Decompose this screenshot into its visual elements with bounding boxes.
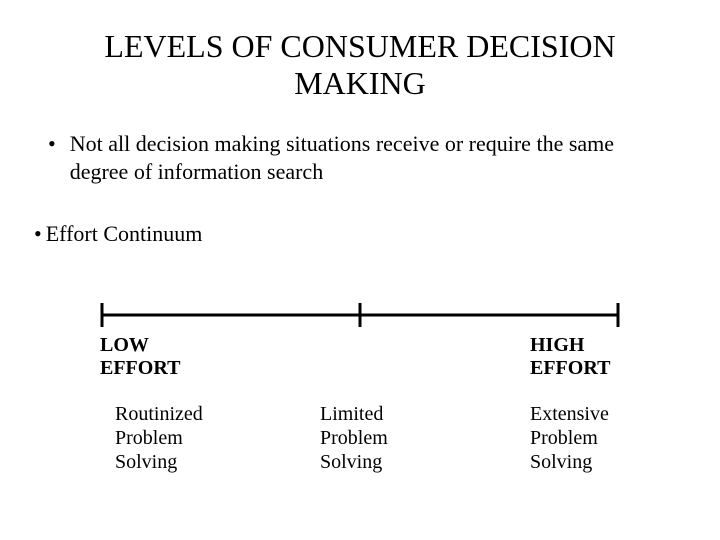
solving-extensive: Extensive Problem Solving [530,402,609,474]
bullet-block: • Not all decision making situations rec… [48,130,660,187]
subheading-item: • Effort Continuum [34,221,720,247]
high-line2: EFFORT [530,357,610,379]
solving-line: Problem [530,427,598,449]
solving-line: Problem [115,427,183,449]
bullet-dot-icon: • [48,130,56,159]
subheading-text: Effort Continuum [46,221,203,247]
solving-line: Routinized [115,403,203,425]
subheading-block: • Effort Continuum [34,221,720,247]
high-effort-label: HIGH EFFORT [530,334,610,380]
bullet-text: Not all decision making situations recei… [70,130,660,187]
high-line1: HIGH [530,334,584,356]
low-effort-label: LOW EFFORT [100,334,180,380]
low-line1: LOW [100,334,149,356]
title-line-1: LEVELS OF CONSUMER DECISION [104,28,615,64]
solving-line: Limited [320,403,383,425]
effort-continuum [100,300,620,330]
solving-line: Extensive [530,403,609,425]
solving-line: Solving [530,451,592,473]
solving-routinized: Routinized Problem Solving [115,402,203,474]
continuum-line-icon [100,300,620,330]
solving-line: Problem [320,427,388,449]
solving-line: Solving [320,451,382,473]
bullet-dot-icon: • [34,221,42,247]
low-line2: EFFORT [100,357,180,379]
solving-limited: Limited Problem Solving [320,402,388,474]
title-line-2: MAKING [294,65,426,101]
page-title: LEVELS OF CONSUMER DECISION MAKING [0,0,720,102]
solving-line: Solving [115,451,177,473]
bullet-item: • Not all decision making situations rec… [48,130,660,187]
